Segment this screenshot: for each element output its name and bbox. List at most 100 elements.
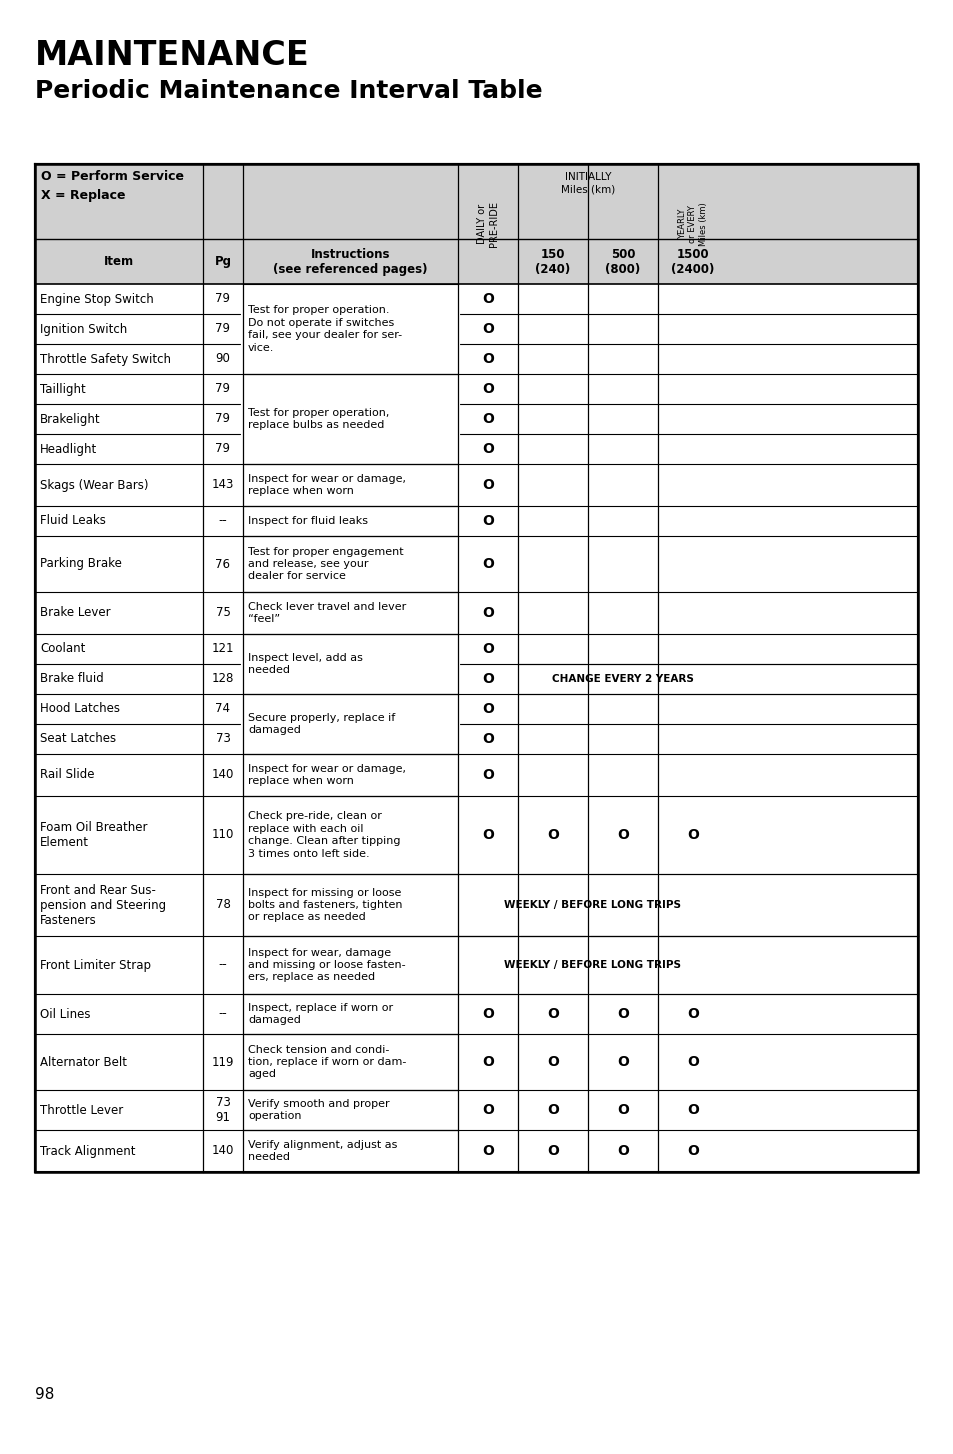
Text: O: O [481, 643, 494, 656]
Bar [35, 345, 917, 374]
Text: Verify smooth and proper
operation: Verify smooth and proper operation [248, 1099, 389, 1121]
Text: 119: 119 [212, 1056, 234, 1069]
Text: O: O [481, 442, 494, 457]
Text: O: O [546, 1104, 558, 1117]
Bar [35, 795, 917, 874]
Text: YEARLY
or EVERY
Miles (km): YEARLY or EVERY Miles (km) [678, 202, 707, 246]
Text: 128: 128 [212, 673, 233, 685]
Bar [35, 592, 917, 634]
Text: 90: 90 [215, 352, 231, 365]
Text: 140: 140 [212, 769, 233, 781]
Text: Skags (Wear Bars): Skags (Wear Bars) [40, 478, 149, 491]
Text: O: O [481, 292, 494, 305]
Text: O: O [686, 1008, 699, 1021]
Text: O: O [481, 731, 494, 746]
Text: 1500
(2400): 1500 (2400) [671, 247, 714, 275]
Text: Inspect for fluid leaks: Inspect for fluid leaks [248, 516, 368, 526]
Text: O: O [481, 768, 494, 782]
Bar [35, 724, 917, 755]
Bar [35, 995, 917, 1034]
Bar [35, 694, 917, 724]
Bar [35, 464, 917, 506]
Text: 79: 79 [215, 323, 231, 336]
Bar [35, 164, 917, 1172]
Text: Pg: Pg [214, 254, 232, 268]
Text: Check pre-ride, clean or
replace with each oil
change. Clean after tipping
3 tim: Check pre-ride, clean or replace with ea… [248, 811, 400, 859]
Text: Engine Stop Switch: Engine Stop Switch [40, 292, 153, 305]
Text: Oil Lines: Oil Lines [40, 1008, 91, 1021]
Text: MAINTENANCE: MAINTENANCE [35, 39, 310, 73]
Text: Instructions
(see referenced pages): Instructions (see referenced pages) [273, 247, 427, 275]
Text: 73
91: 73 91 [215, 1096, 231, 1124]
Text: 73: 73 [215, 733, 231, 746]
Text: O: O [481, 1056, 494, 1069]
Text: WEEKLY / BEFORE LONG TRIPS: WEEKLY / BEFORE LONG TRIPS [504, 900, 680, 910]
Text: WEEKLY / BEFORE LONG TRIPS: WEEKLY / BEFORE LONG TRIPS [504, 960, 680, 970]
Text: O: O [481, 1144, 494, 1157]
Text: CHANGE EVERY 2 YEARS: CHANGE EVERY 2 YEARS [552, 675, 693, 683]
Text: Hood Latches: Hood Latches [40, 702, 120, 715]
Text: Inspect, replace if worn or
damaged: Inspect, replace if worn or damaged [248, 1003, 393, 1025]
Text: O: O [686, 1144, 699, 1157]
Text: 140: 140 [212, 1144, 233, 1157]
Text: 79: 79 [215, 442, 231, 455]
Text: 98: 98 [35, 1387, 54, 1402]
Bar [35, 634, 917, 664]
Text: Check tension and condi-
tion, replace if worn or dam-
aged: Check tension and condi- tion, replace i… [248, 1044, 406, 1079]
Text: Secure properly, replace if
damaged: Secure properly, replace if damaged [248, 712, 395, 736]
Text: 78: 78 [215, 899, 231, 912]
Text: O: O [617, 827, 628, 842]
Bar [35, 537, 917, 592]
Text: O: O [546, 1144, 558, 1157]
Text: O: O [686, 1056, 699, 1069]
Bar [35, 1130, 917, 1172]
Text: INITIALLY
Miles (km): INITIALLY Miles (km) [560, 172, 615, 195]
Text: --: -- [218, 515, 227, 528]
Text: Brake Lever: Brake Lever [40, 606, 111, 619]
Text: Inspect for wear or damage,
replace when worn: Inspect for wear or damage, replace when… [248, 763, 406, 787]
Text: O: O [546, 1008, 558, 1021]
Text: 79: 79 [215, 413, 231, 426]
Text: --: -- [218, 1008, 227, 1021]
Bar [35, 314, 917, 345]
Bar [35, 1090, 917, 1130]
Text: Foam Oil Breather
Element: Foam Oil Breather Element [40, 822, 148, 849]
Text: 150
(240): 150 (240) [535, 247, 570, 275]
Text: O: O [481, 478, 494, 491]
Text: 79: 79 [215, 292, 231, 305]
Bar [35, 874, 917, 936]
Text: O: O [617, 1104, 628, 1117]
Text: O: O [481, 515, 494, 528]
Bar [35, 164, 917, 1172]
Bar [35, 755, 917, 795]
Text: O: O [546, 1056, 558, 1069]
Text: 79: 79 [215, 382, 231, 395]
Text: 121: 121 [212, 643, 234, 656]
Text: O: O [481, 702, 494, 715]
Text: O: O [481, 352, 494, 366]
Text: Test for proper operation.
Do not operate if switches
fail, see your dealer for : Test for proper operation. Do not operat… [248, 305, 402, 353]
Text: Inspect for missing or loose
bolts and fasteners, tighten
or replace as needed: Inspect for missing or loose bolts and f… [248, 887, 402, 922]
Text: Taillight: Taillight [40, 382, 86, 395]
Text: O: O [617, 1144, 628, 1157]
Text: Headlight: Headlight [40, 442, 97, 455]
Text: Front Limiter Strap: Front Limiter Strap [40, 958, 151, 971]
Text: Inspect level, add as
needed: Inspect level, add as needed [248, 653, 362, 675]
Text: Brakelight: Brakelight [40, 413, 100, 426]
Text: O: O [481, 557, 494, 571]
Text: O: O [481, 827, 494, 842]
Bar [35, 284, 917, 314]
Text: 143: 143 [212, 478, 233, 491]
Text: Verify alignment, adjust as
needed: Verify alignment, adjust as needed [248, 1140, 397, 1162]
Text: Brake fluid: Brake fluid [40, 673, 104, 685]
Text: Check lever travel and lever
“feel”: Check lever travel and lever “feel” [248, 602, 406, 624]
Bar [35, 936, 917, 995]
Text: O: O [481, 382, 494, 395]
Text: O: O [481, 1104, 494, 1117]
Text: 74: 74 [215, 702, 231, 715]
Text: O: O [481, 321, 494, 336]
Text: Test for proper operation,
replace bulbs as needed: Test for proper operation, replace bulbs… [248, 407, 389, 430]
Bar [35, 164, 917, 238]
Text: O: O [481, 672, 494, 686]
Bar [35, 404, 917, 433]
